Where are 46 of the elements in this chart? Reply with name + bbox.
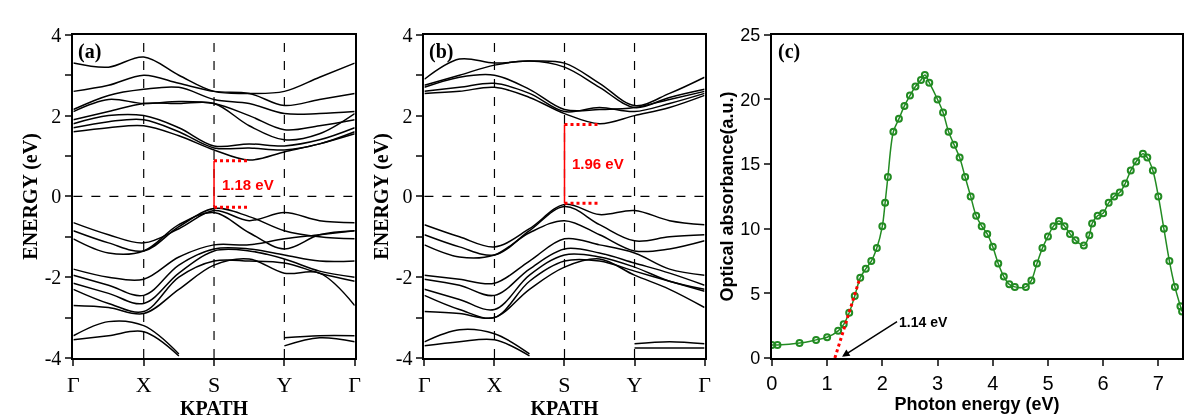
x-axis-title: KPATH	[179, 397, 249, 419]
y-axis-title: Optical absorbance(a.u.)	[717, 91, 737, 302]
x-tick-label: 7	[1152, 371, 1164, 394]
annotation: 1.18 eV	[222, 176, 274, 193]
y-tick-label: -2	[395, 266, 413, 289]
x-tick-label: 3	[931, 371, 944, 394]
annotation: 1.96 eV	[572, 155, 624, 172]
annotation: 1.14 eV	[899, 314, 948, 330]
chart-title: (c)	[778, 40, 801, 63]
x-tick-label: 2	[876, 371, 888, 394]
y-tick-label: 2	[402, 104, 413, 127]
chart-title: (a)	[78, 40, 102, 63]
x-tick-label: 0	[766, 371, 778, 394]
x-tick-label: Y	[626, 372, 643, 398]
y-tick-label: -4	[395, 346, 413, 369]
x-tick-label: X	[486, 372, 503, 398]
y-tick-label: 4	[51, 23, 62, 46]
y-tick-label: 2	[51, 104, 62, 127]
chart-title: (b)	[429, 40, 454, 63]
x-tick-label: S	[558, 372, 571, 398]
y-tick-label: 20	[740, 89, 761, 110]
x-tick-label: 5	[1042, 371, 1054, 394]
y-tick-label: 0	[402, 185, 413, 208]
y-tick-label: -4	[44, 346, 62, 369]
y-tick-label: 4	[402, 23, 413, 46]
y-tick-label: 5	[750, 283, 761, 304]
x-tick-label: 4	[987, 371, 999, 394]
y-tick-label: -2	[44, 266, 62, 289]
x-tick-label: X	[135, 372, 152, 398]
x-tick-label: Γ	[418, 372, 432, 398]
x-axis-title: KPATH	[530, 397, 599, 419]
x-tick-label: Γ	[698, 372, 712, 398]
y-tick-label: 10	[740, 219, 761, 240]
y-axis-title: ENERGY (eV)	[18, 133, 42, 260]
x-tick-label: Y	[276, 372, 293, 398]
x-tick-label: Γ	[67, 372, 81, 398]
x-tick-label: 6	[1097, 371, 1109, 394]
y-axis-title: ENERGY (eV)	[369, 133, 393, 260]
x-tick-label: 1	[821, 371, 833, 394]
x-axis-title: Photon energy (eV)	[894, 393, 1060, 414]
y-tick-label: 25	[740, 25, 761, 46]
y-tick-label: 0	[51, 185, 62, 208]
x-tick-label: S	[207, 372, 221, 398]
y-tick-label: 0	[750, 348, 761, 369]
x-tick-label: Γ	[348, 372, 362, 398]
y-tick-label: 15	[740, 154, 761, 175]
